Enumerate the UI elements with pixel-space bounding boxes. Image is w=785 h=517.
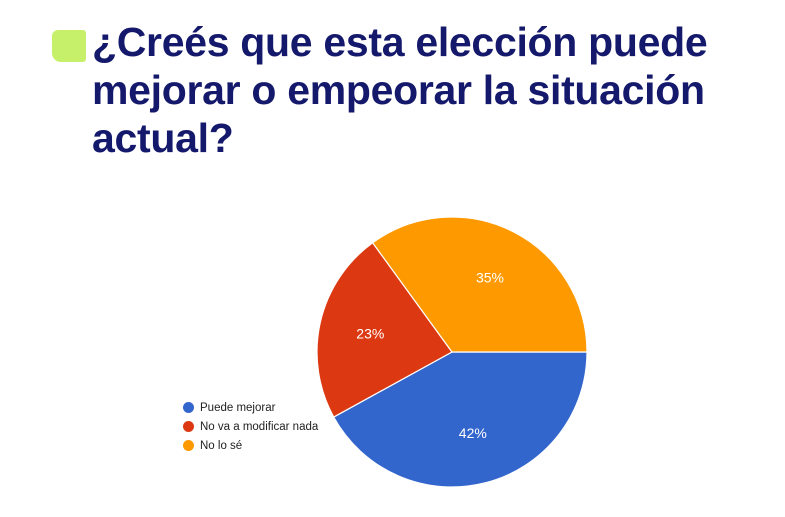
legend-swatch — [183, 402, 194, 413]
legend-item: No lo sé — [183, 436, 318, 455]
title-accent-square — [52, 30, 86, 62]
legend-label: No va a modificar nada — [200, 420, 319, 433]
legend-swatch — [183, 421, 194, 432]
slice-data-label: 35% — [476, 269, 504, 285]
pie-slice-0 — [332, 351, 588, 488]
slice-data-label: 23% — [356, 326, 384, 342]
legend-item: Puede mejorar — [183, 398, 318, 417]
slice-data-label: 42% — [459, 425, 487, 441]
pie-slice-2 — [371, 216, 588, 353]
legend-swatch — [183, 440, 194, 451]
legend-label: No lo sé — [200, 439, 243, 452]
pie-slice-1 — [316, 241, 453, 418]
chart-legend: Puede mejorar No va a modificar nada No lo… — [183, 398, 318, 455]
legend-label: Puede mejorar — [200, 401, 276, 414]
chart-title: ¿Creés que esta elección puede mejorar o… — [92, 19, 708, 161]
legend-item: No va a modificar nada — [183, 417, 318, 436]
